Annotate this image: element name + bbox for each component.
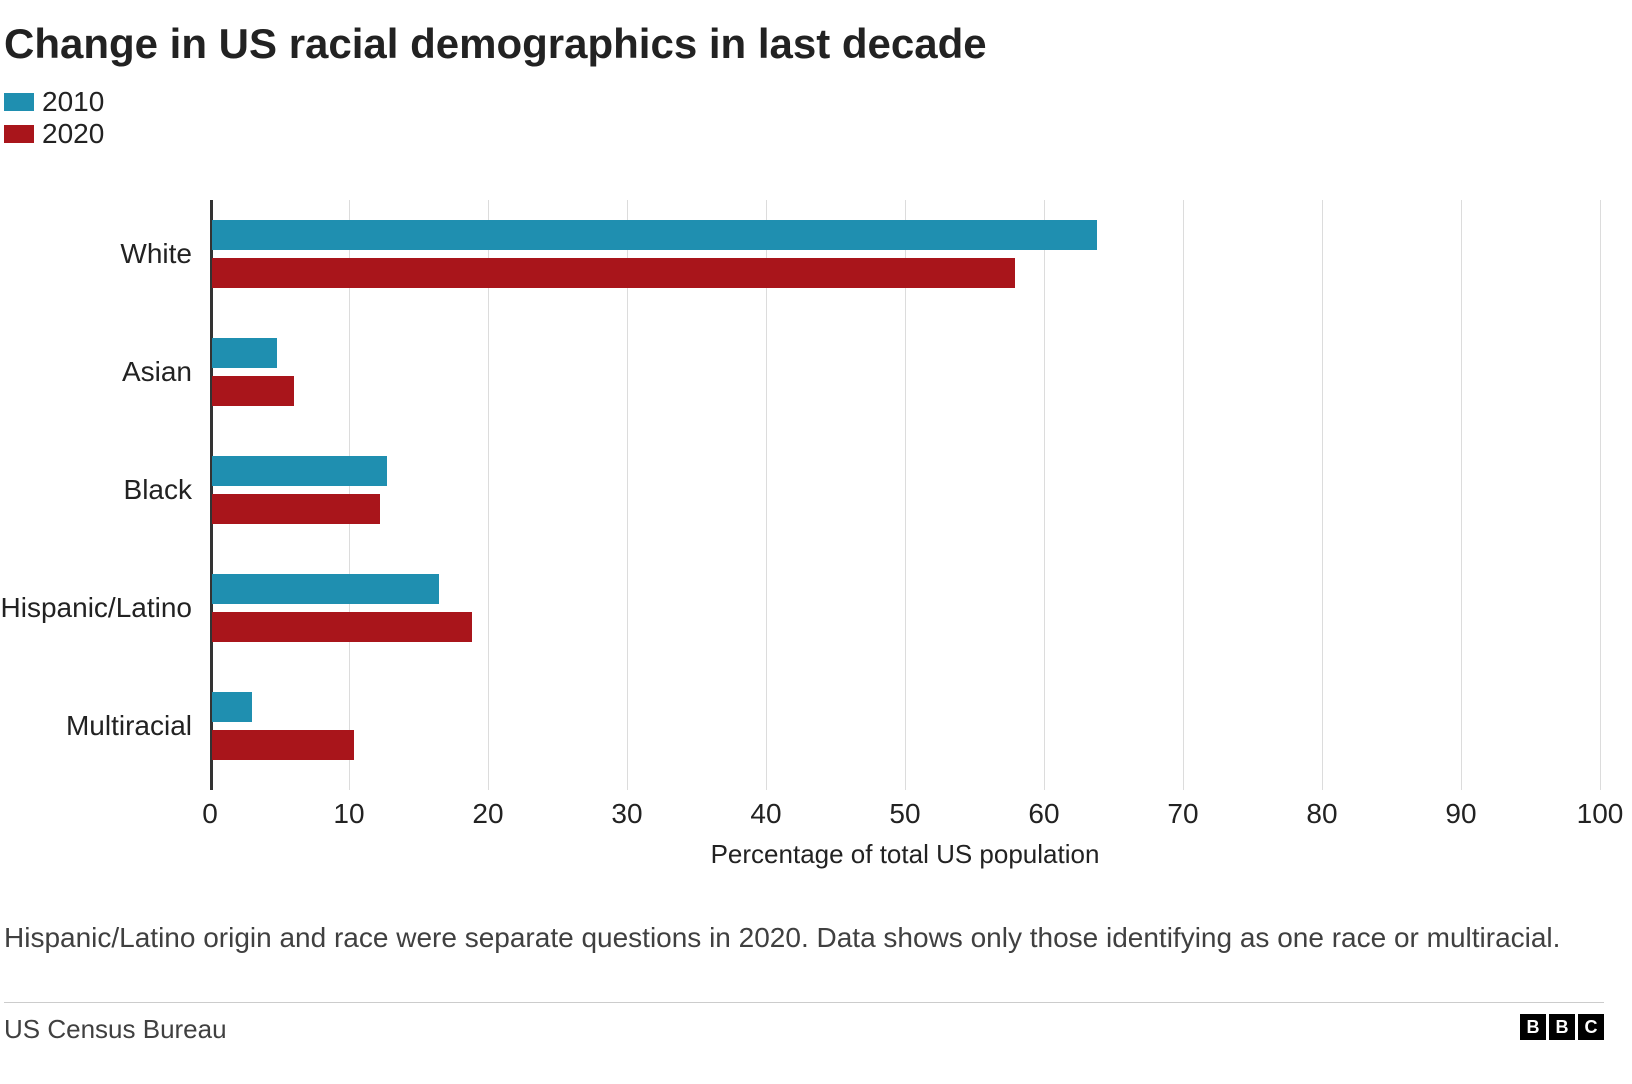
x-tick-label: 60	[1028, 798, 1059, 830]
bar	[212, 376, 294, 406]
x-tick-label: 20	[472, 798, 503, 830]
x-tick-label: 50	[889, 798, 920, 830]
grid-line	[1461, 200, 1462, 790]
plot-wrap: Percentage of total US population 0 10 20 3…	[0, 180, 1632, 880]
bar	[212, 574, 439, 604]
legend-label: 2020	[42, 118, 104, 150]
chart-container: Change in US racial demographics in last…	[0, 0, 1632, 1084]
legend-swatch	[4, 125, 34, 143]
logo-block: B	[1549, 1014, 1575, 1040]
grid-line	[905, 200, 906, 790]
category-label: White	[120, 238, 210, 270]
plot-area: Percentage of total US population 010203…	[210, 200, 1600, 790]
chart-title: Change in US racial demographics in last…	[0, 0, 1632, 78]
category-label: Asian	[122, 356, 210, 388]
bbc-logo: BBC	[1520, 1014, 1604, 1040]
legend-item: 2020	[4, 118, 1632, 150]
category-label: Black	[124, 474, 210, 506]
category-label: Hispanic/Latino	[1, 592, 210, 624]
logo-block: B	[1520, 1014, 1546, 1040]
legend-item: 2010	[4, 86, 1632, 118]
grid-line	[1044, 200, 1045, 790]
x-tick-label: 70	[1167, 798, 1198, 830]
legend-label: 2010	[42, 86, 104, 118]
bar	[212, 612, 472, 642]
bar	[212, 494, 380, 524]
x-axis-title: Percentage of total US population	[711, 839, 1100, 870]
category-label: Multiracial	[66, 710, 210, 742]
footnote: Hispanic/Latino origin and race were sep…	[4, 920, 1604, 955]
grid-line	[1322, 200, 1323, 790]
logo-block: C	[1578, 1014, 1604, 1040]
bar	[212, 220, 1097, 250]
x-tick-label: 0	[202, 798, 218, 830]
bar	[212, 730, 354, 760]
legend: 20102020	[0, 78, 1632, 154]
grid-line	[488, 200, 489, 790]
grid-line	[766, 200, 767, 790]
grid-line	[1183, 200, 1184, 790]
x-tick-label: 10	[333, 798, 364, 830]
legend-swatch	[4, 93, 34, 111]
x-tick-label: 90	[1445, 798, 1476, 830]
bar	[212, 338, 277, 368]
bar	[212, 692, 252, 722]
bar	[212, 456, 387, 486]
x-tick-label: 80	[1306, 798, 1337, 830]
footer-divider	[4, 1002, 1604, 1003]
x-tick-label: 100	[1577, 798, 1624, 830]
source-label: US Census Bureau	[4, 1014, 227, 1045]
grid-line	[627, 200, 628, 790]
x-tick-label: 30	[611, 798, 642, 830]
x-tick-label: 40	[750, 798, 781, 830]
bar	[212, 258, 1015, 288]
grid-line	[1600, 200, 1601, 790]
